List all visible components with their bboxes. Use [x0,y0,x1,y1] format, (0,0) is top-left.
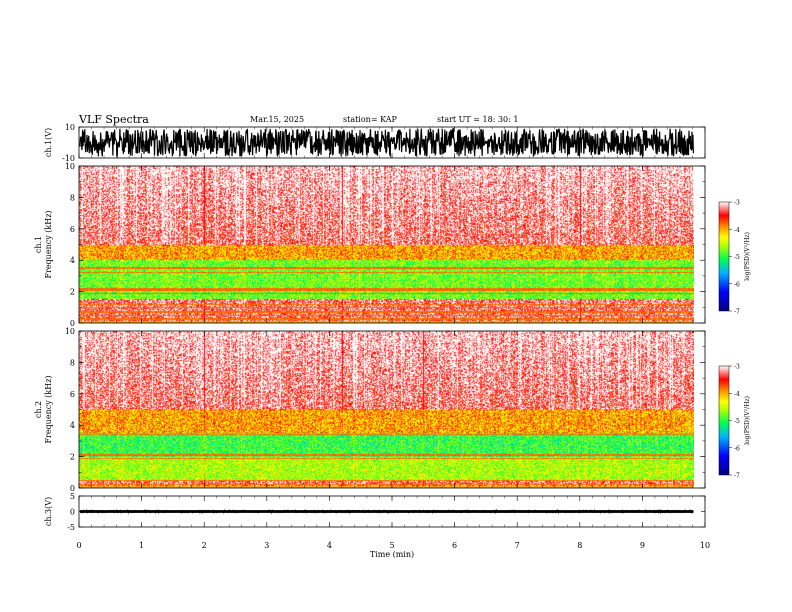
colorbar-gradient [718,201,730,312]
y-tick-label: 8 [70,193,75,202]
y-tick-label: 10 [65,327,75,336]
ch3-waveform-panel: 5 0 -5 ch.3(V) [44,492,706,532]
ch1-spectrogram-panel: 0 2 4 6 8 10 ch.1 Frequency (kHz) [34,162,706,328]
y-tick-label: -10 [62,154,75,163]
y-tick-label: 2 [70,453,75,462]
x-tick-label: 10 [700,541,710,550]
x-tick-label: 8 [577,541,582,550]
y-axis-label: Frequency (kHz) [44,375,53,443]
colorbar-tick-label: -4 [734,227,740,234]
y-tick-label: 6 [70,225,75,234]
x-tick-label: 7 [515,541,520,550]
waveform-trace [79,128,694,158]
y-tick-label: 8 [70,358,75,367]
colorbar-tick-label: -3 [734,200,740,207]
colorbar-tick-label: -5 [734,254,740,261]
ch1-waveform-panel: 10 -10 ch.1(V) [44,123,706,163]
colorbar-tick-label: -5 [734,418,740,425]
y-axis-label: ch.3(V) [44,497,53,526]
colorbar-tick-label: -4 [734,391,740,398]
y-tick-label: 0 [70,484,75,493]
y-tick-label: 0 [70,319,75,328]
date-label: Mar.15, 2025 [250,115,304,124]
x-tick-label: 1 [139,541,144,550]
station-label: station= KAP [343,115,398,124]
y-tick-label: -5 [67,523,75,532]
y-axis-label: ch.2 [34,401,43,418]
ch2-spectrogram-panel: 0 2 4 6 8 10 ch.2 Frequency (kHz) [34,327,706,493]
y-tick-label: 6 [70,390,75,399]
y-tick-label: 10 [65,123,75,132]
colorbar-gradient [718,365,730,476]
y-tick-label: 0 [70,508,75,517]
start-time-label: start UT = 18: 30: 1 [437,115,518,124]
colorbar-tick-label: -7 [734,473,740,480]
figure-title: VLF Spectra [78,113,149,126]
x-tick-label: 3 [264,541,269,550]
x-tick-label: 2 [202,541,207,550]
x-tick-label: 9 [640,541,645,550]
colorbar-tick-label: -6 [734,445,740,452]
x-tick-label: 4 [327,541,332,550]
y-tick-label: 10 [65,162,75,171]
colorbar-tick-label: -7 [734,309,740,316]
y-tick-label: 2 [70,288,75,297]
y-tick-label: 5 [70,492,75,501]
colorbar-tick-label: -6 [734,281,740,288]
y-axis-label: Frequency (kHz) [44,210,53,278]
colorbar-tick-label: -3 [734,364,740,371]
spectrogram-image [79,331,694,488]
x-axis-label: Time (min) [370,550,414,559]
time-axis: 0 1 2 3 4 5 6 7 8 9 10 Time (min) [76,127,710,559]
x-tick-label: 6 [452,541,457,550]
x-tick-label: 0 [76,541,81,550]
waveform-trace-detail [79,508,694,515]
y-axis-label: ch.1 [34,236,43,253]
ch1-colorbar: -3 -4 -5 -6 -7 log(PSD)(V²/Hz) [718,200,751,316]
colorbar-label: log(PSD)(V²/Hz) [744,396,751,445]
colorbar-label: log(PSD)(V²/Hz) [744,232,751,281]
y-tick-label: 4 [70,421,75,430]
x-tick-label: 5 [389,541,394,550]
spectrogram-image [79,166,694,323]
y-axis-label: ch.1(V) [44,128,53,157]
y-tick-label: 4 [70,256,75,265]
ch2-colorbar: -3 -4 -5 -6 -7 log(PSD)(V²/Hz) [718,364,751,480]
